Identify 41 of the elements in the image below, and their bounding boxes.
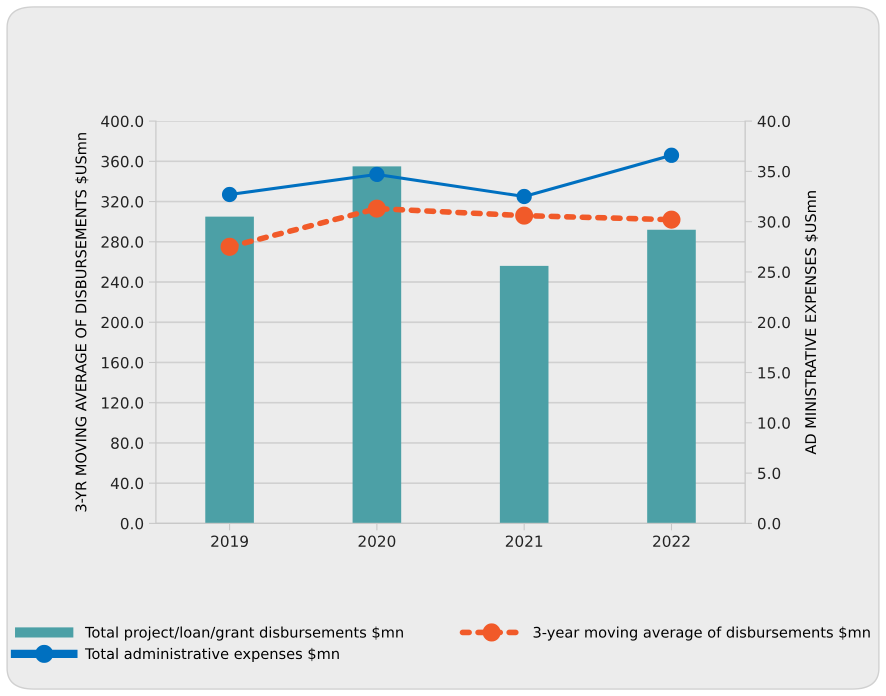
y2-tick-label: 35.0 bbox=[758, 166, 790, 178]
point bbox=[369, 166, 385, 182]
x-tick-label: 2020 bbox=[358, 535, 396, 548]
x-tick-label: 2022 bbox=[653, 535, 690, 548]
y2-tick-label: 10.0 bbox=[758, 417, 790, 429]
y2-tick-label: 15.0 bbox=[758, 367, 790, 379]
bar bbox=[647, 230, 696, 524]
x-tick-label: 2019 bbox=[211, 535, 248, 548]
y-tick-label: 40.0 bbox=[110, 478, 144, 490]
y2-tick-label: 25.0 bbox=[758, 266, 790, 278]
y2-tick-label: 40.0 bbox=[758, 116, 790, 128]
x-tick-label: 2021 bbox=[506, 535, 542, 548]
legend-label: Total project/loan/grant disbursements $mn bbox=[84, 626, 403, 641]
point bbox=[662, 210, 681, 229]
y-tick-label: 200.0 bbox=[102, 316, 144, 328]
point bbox=[220, 238, 239, 256]
y2-tick-label: 5.0 bbox=[758, 468, 780, 480]
point bbox=[515, 206, 534, 225]
y-tick-label: 120.0 bbox=[102, 397, 144, 409]
legend-label: Total administrative expenses $mn bbox=[84, 648, 339, 662]
y-tick-label: 400.0 bbox=[101, 116, 144, 128]
y-axis-title: 3-YR MOVING AVERAGE OF DISBURSEMENTS $USmn bbox=[75, 133, 88, 512]
point bbox=[516, 188, 532, 204]
y-tick-label: 0.0 bbox=[120, 518, 144, 530]
y-tick-label: 240.0 bbox=[102, 276, 144, 288]
y-tick-label: 160.0 bbox=[102, 356, 144, 368]
point bbox=[222, 186, 238, 202]
y2-tick-label: 0.0 bbox=[758, 518, 780, 530]
point bbox=[664, 148, 680, 163]
y-tick-label: 280.0 bbox=[102, 236, 144, 248]
y-tick-label: 80.0 bbox=[111, 437, 144, 449]
y-tick-label: 360.0 bbox=[102, 156, 144, 168]
point bbox=[368, 200, 386, 218]
legend-label: 3-year moving average of disbursements $mn bbox=[534, 626, 870, 641]
bar bbox=[352, 166, 402, 524]
y2-tick-label: 20.0 bbox=[758, 316, 790, 328]
bar bbox=[500, 266, 548, 524]
y2-axis-title: AD MINISTRATIVE EXPENSES $USmn bbox=[804, 191, 818, 454]
bar bbox=[205, 216, 254, 524]
y-tick-label: 320.0 bbox=[102, 196, 144, 208]
y2-tick-label: 30.0 bbox=[758, 216, 790, 228]
